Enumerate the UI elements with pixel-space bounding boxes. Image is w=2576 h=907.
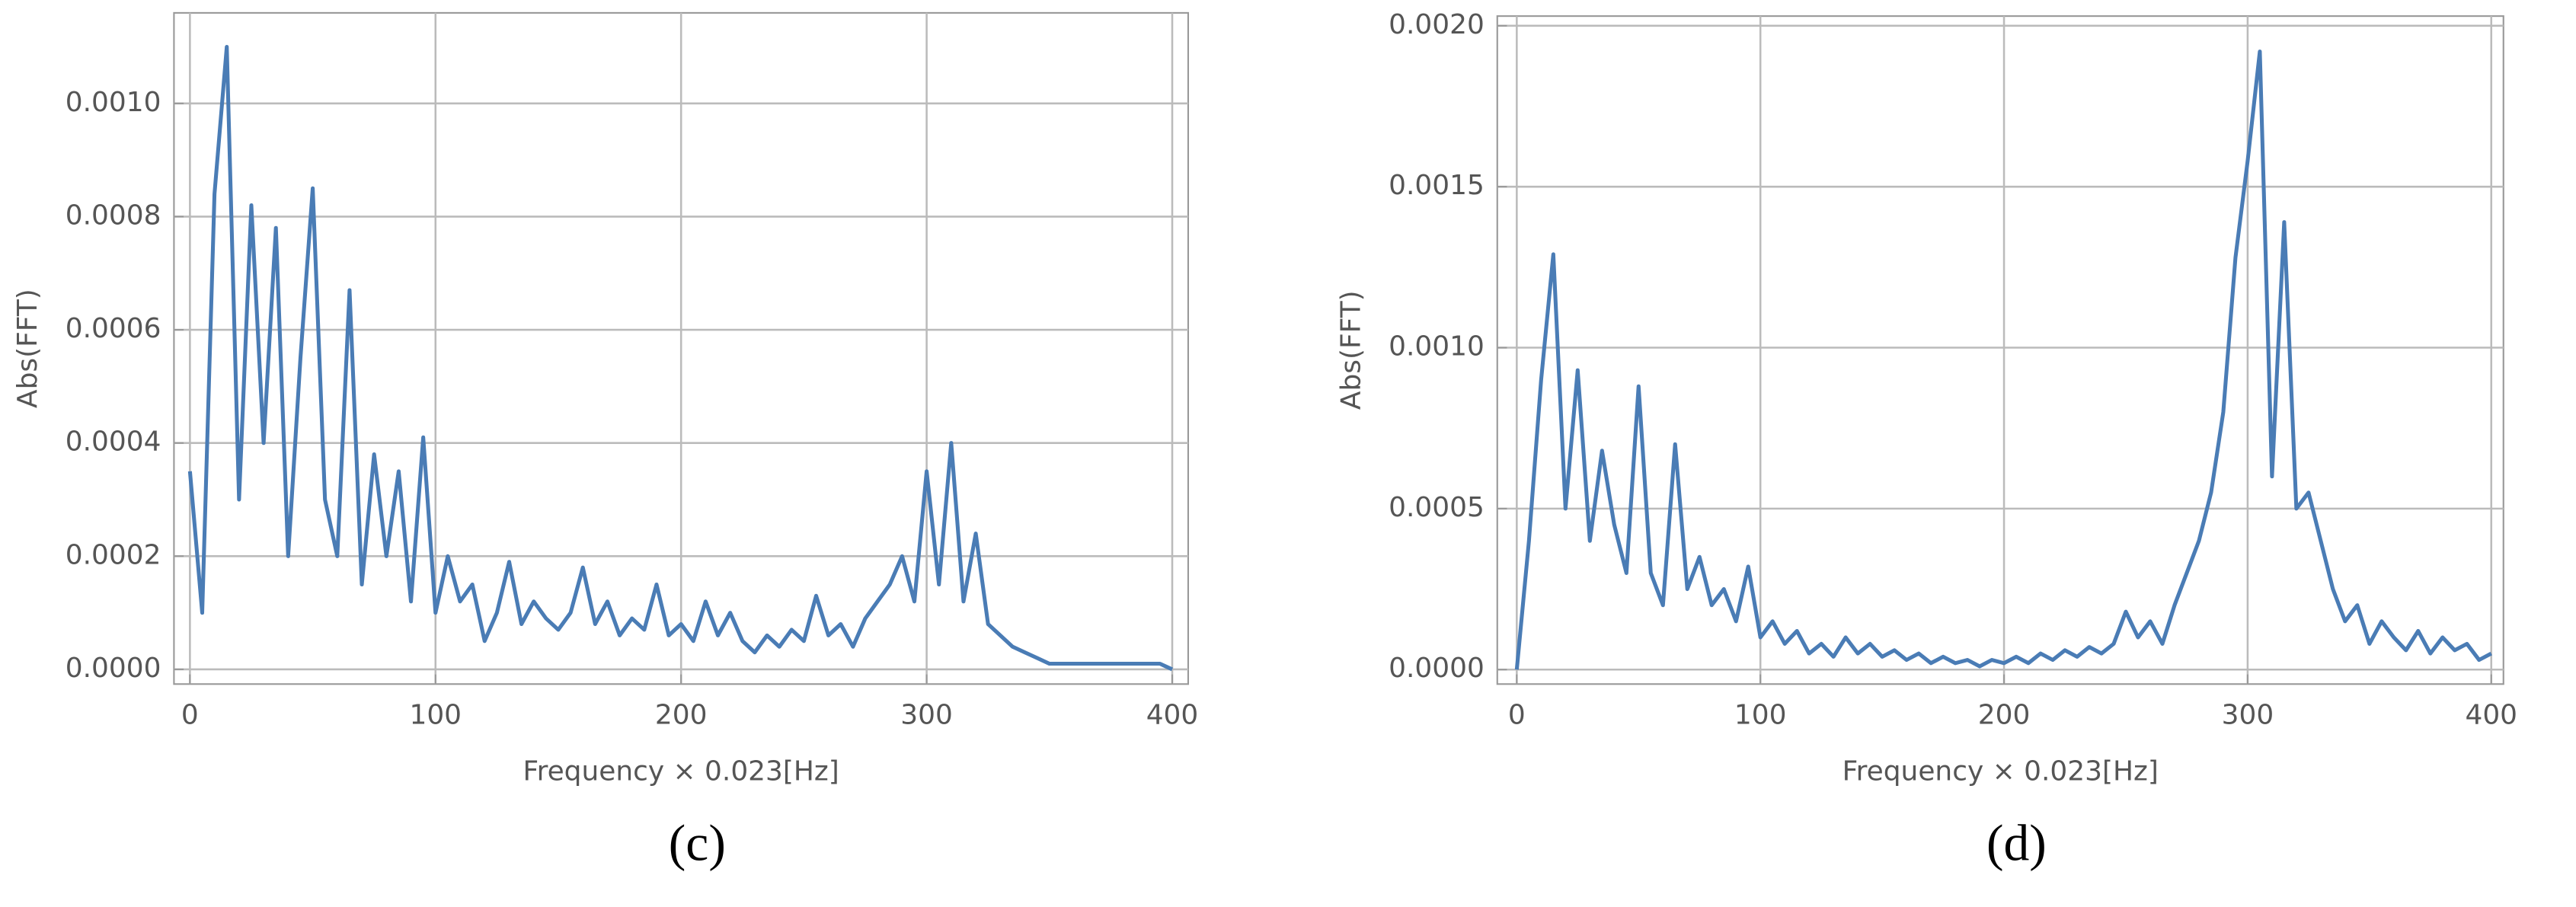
- data-line: [187, 44, 1174, 672]
- x-tick-label: 300: [900, 700, 953, 731]
- plot-frame: [1496, 15, 2504, 685]
- y-tick-label: 0.0005: [1389, 492, 1485, 523]
- y-tick-label: 0.0006: [66, 313, 161, 344]
- y-tick-label: 0.0000: [66, 653, 161, 684]
- x-axis-label: Frequency × 0.023[Hz]: [523, 756, 839, 787]
- y-tick-label: 0.0020: [1389, 9, 1485, 40]
- y-tick-label: 0.0004: [66, 426, 161, 458]
- x-tick-label: 100: [1734, 700, 1787, 731]
- x-tick-label: 0: [181, 700, 199, 731]
- y-axis-label: Abs(FFT): [12, 289, 43, 408]
- x-tick-label: 400: [2465, 700, 2517, 731]
- y-tick-label: 0.0008: [66, 200, 161, 231]
- x-tick-label: 200: [655, 700, 708, 731]
- caption: (c): [669, 814, 726, 871]
- y-tick-label: 0.0000: [1389, 653, 1485, 684]
- caption: (d): [1986, 814, 2047, 871]
- x-tick-label: 100: [409, 700, 462, 731]
- y-tick-label: 0.0015: [1389, 170, 1485, 201]
- y-tick-label: 0.0002: [66, 539, 161, 570]
- y-tick-label: 0.0010: [66, 87, 161, 118]
- y-tick-label: 0.0010: [1389, 331, 1485, 362]
- x-tick-label: 400: [1146, 700, 1199, 731]
- x-axis-label: Frequency × 0.023[Hz]: [1843, 756, 2159, 787]
- x-tick-label: 200: [1978, 700, 2031, 731]
- y-axis-label: Abs(FFT): [1336, 290, 1367, 410]
- data-line: [1514, 50, 2492, 670]
- x-tick-label: 300: [2222, 700, 2274, 731]
- x-tick-label: 0: [1508, 700, 1526, 731]
